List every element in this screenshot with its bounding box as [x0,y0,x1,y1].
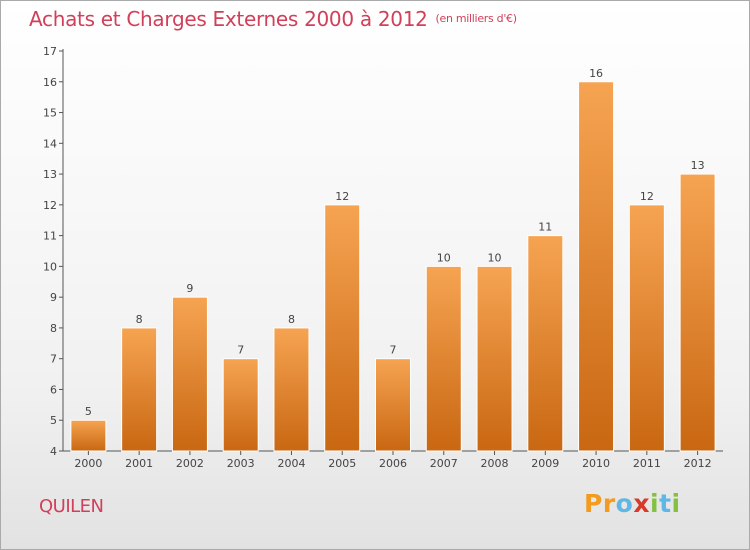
x-tick-label: 2005 [328,457,356,470]
logo-letter: t [659,489,672,518]
x-tick-label: 2008 [481,457,509,470]
bar [527,235,564,452]
bar-value-label: 16 [589,67,603,80]
commune-label: QUILEN [39,496,104,517]
bar [375,358,411,452]
x-tick-label: 2002 [176,457,204,470]
bar-value-label: 7 [237,344,244,357]
bar-value-label: 13 [691,159,705,172]
y-tick-label: 15 [43,107,57,120]
y-tick-label: 8 [50,322,57,335]
x-tick-label: 2012 [684,457,712,470]
bar-value-label: 8 [136,313,143,326]
bar-value-label: 8 [288,313,295,326]
bar-value-label: 9 [186,282,193,295]
bar-value-label: 5 [85,405,92,418]
title-unit: (en milliers d'€) [435,12,517,25]
logo-letter: o [615,489,634,518]
bar [324,204,361,452]
bar [121,327,158,452]
bar-value-label: 12 [640,190,654,203]
y-tick-label: 9 [50,291,57,304]
y-tick-label: 6 [50,383,57,396]
bar [425,265,462,452]
bar-value-label: 12 [335,190,349,203]
logo-letter: i [650,489,660,518]
logo-letter: P [584,489,603,518]
x-tick-label: 2004 [277,457,305,470]
bar [273,327,310,452]
y-tick-label: 10 [43,260,57,273]
y-tick-label: 7 [50,353,57,366]
x-tick-label: 2006 [379,457,407,470]
bar [679,173,716,452]
proxiti-logo: Proxiti [584,489,681,518]
bar-value-label: 10 [488,251,502,264]
y-tick-label: 11 [43,230,57,243]
bar [222,358,259,452]
bar [476,265,513,452]
y-tick-label: 13 [43,168,57,181]
x-tick-label: 2007 [430,457,458,470]
bar [70,419,107,452]
bar-value-label: 7 [390,344,397,357]
chart-title: Achats et Charges Externes 2000 à 2012 (e… [29,7,517,31]
y-tick-label: 12 [43,199,57,212]
bar [171,296,208,452]
logo-letter: i [671,489,681,518]
y-tick-label: 14 [43,137,57,150]
x-tick-label: 2001 [125,457,153,470]
bar [628,204,665,452]
bar-value-label: 11 [538,221,552,234]
logo-letter: x [633,489,650,518]
y-tick-label: 4 [50,445,57,458]
x-tick-label: 2010 [582,457,610,470]
y-tick-label: 5 [50,414,57,427]
logo-letter: r [602,489,616,518]
x-tick-label: 2003 [227,457,255,470]
title-text: Achats et Charges Externes 2000 à 2012 [29,7,428,31]
y-tick-label: 16 [43,76,57,89]
x-tick-label: 2011 [633,457,661,470]
bar [578,81,615,452]
bar-value-label: 10 [437,251,451,264]
y-tick-label: 17 [43,45,57,58]
x-tick-label: 2000 [74,457,102,470]
x-tick-label: 2009 [531,457,559,470]
